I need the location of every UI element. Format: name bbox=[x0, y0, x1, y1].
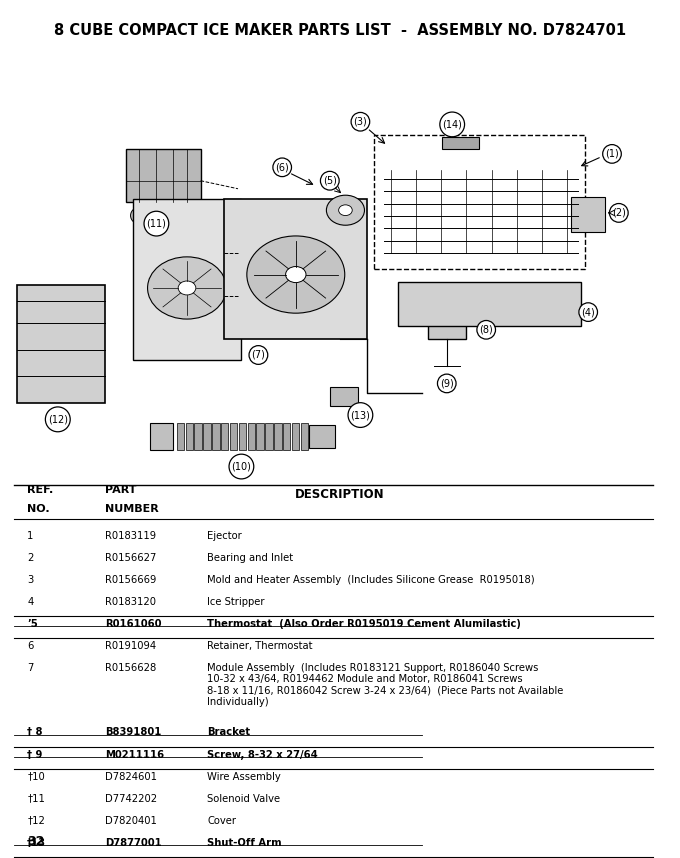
Text: 2: 2 bbox=[27, 553, 33, 563]
FancyBboxPatch shape bbox=[398, 281, 581, 325]
FancyBboxPatch shape bbox=[212, 423, 220, 450]
FancyBboxPatch shape bbox=[301, 423, 308, 450]
Text: (4): (4) bbox=[581, 307, 595, 317]
Text: (8): (8) bbox=[479, 325, 493, 335]
Text: M0211116: M0211116 bbox=[105, 750, 165, 759]
Text: † 9: † 9 bbox=[27, 750, 43, 759]
Text: R0156627: R0156627 bbox=[105, 553, 157, 563]
Text: R0183120: R0183120 bbox=[105, 596, 156, 607]
FancyBboxPatch shape bbox=[265, 423, 273, 450]
Text: 4: 4 bbox=[27, 596, 33, 607]
Text: Screw, 8-32 x 27/64: Screw, 8-32 x 27/64 bbox=[207, 750, 318, 759]
Text: Bearing and Inlet: Bearing and Inlet bbox=[207, 553, 294, 563]
Text: 3: 3 bbox=[27, 575, 33, 584]
Text: Retainer, Thermostat: Retainer, Thermostat bbox=[207, 641, 313, 650]
Text: (12): (12) bbox=[48, 414, 68, 425]
Text: (11): (11) bbox=[146, 219, 167, 228]
FancyBboxPatch shape bbox=[177, 423, 184, 450]
Text: 1: 1 bbox=[27, 530, 33, 541]
FancyBboxPatch shape bbox=[203, 423, 211, 450]
Text: (6): (6) bbox=[275, 162, 289, 172]
Text: Solenoid Valve: Solenoid Valve bbox=[207, 794, 281, 804]
Text: R0156669: R0156669 bbox=[105, 575, 157, 584]
Text: R0183119: R0183119 bbox=[105, 530, 156, 541]
FancyBboxPatch shape bbox=[428, 318, 466, 339]
Text: (7): (7) bbox=[252, 350, 265, 360]
Text: Thermostat  (Also Order R0195019 Cement Alumilastic): Thermostat (Also Order R0195019 Cement A… bbox=[207, 619, 522, 629]
FancyBboxPatch shape bbox=[133, 200, 241, 360]
FancyBboxPatch shape bbox=[186, 423, 193, 450]
Text: Ice Stripper: Ice Stripper bbox=[207, 596, 265, 607]
Text: REF.: REF. bbox=[27, 486, 54, 495]
Text: (9): (9) bbox=[440, 378, 454, 389]
Text: (5): (5) bbox=[323, 176, 337, 185]
Text: NO.: NO. bbox=[27, 504, 50, 514]
Text: D7824601: D7824601 bbox=[105, 771, 157, 782]
Text: (3): (3) bbox=[354, 117, 367, 127]
Circle shape bbox=[286, 267, 306, 282]
FancyBboxPatch shape bbox=[442, 136, 479, 148]
FancyBboxPatch shape bbox=[194, 423, 202, 450]
Text: D7820401: D7820401 bbox=[105, 816, 157, 825]
Text: ’5: ’5 bbox=[27, 619, 38, 629]
FancyBboxPatch shape bbox=[17, 286, 105, 403]
Text: †13: †13 bbox=[27, 837, 46, 848]
Circle shape bbox=[178, 281, 196, 295]
Circle shape bbox=[326, 196, 364, 226]
Text: R0161060: R0161060 bbox=[105, 619, 162, 629]
Text: 6: 6 bbox=[27, 641, 33, 650]
Circle shape bbox=[247, 236, 345, 313]
Text: (14): (14) bbox=[442, 119, 462, 130]
Text: Bracket: Bracket bbox=[207, 728, 250, 738]
Text: PART: PART bbox=[105, 486, 137, 495]
Text: DESCRIPTION: DESCRIPTION bbox=[295, 488, 385, 501]
FancyBboxPatch shape bbox=[571, 196, 605, 232]
Text: Ejector: Ejector bbox=[207, 530, 242, 541]
FancyBboxPatch shape bbox=[126, 148, 201, 202]
Circle shape bbox=[131, 206, 155, 226]
Text: NUMBER: NUMBER bbox=[105, 504, 159, 514]
Text: (1): (1) bbox=[605, 149, 619, 159]
Text: † 8: † 8 bbox=[27, 728, 43, 738]
Text: †10: †10 bbox=[27, 771, 45, 782]
Text: (2): (2) bbox=[612, 208, 626, 218]
Text: (10): (10) bbox=[231, 462, 252, 472]
Circle shape bbox=[339, 205, 352, 215]
Text: D7877001: D7877001 bbox=[105, 837, 162, 848]
FancyBboxPatch shape bbox=[230, 423, 237, 450]
Text: †12: †12 bbox=[27, 816, 45, 825]
FancyBboxPatch shape bbox=[224, 200, 367, 339]
Text: R0191094: R0191094 bbox=[105, 641, 156, 650]
FancyBboxPatch shape bbox=[239, 423, 246, 450]
FancyBboxPatch shape bbox=[309, 425, 335, 448]
Circle shape bbox=[148, 257, 226, 319]
Text: Mold and Heater Assembly  (Includes Silicone Grease  R0195018): Mold and Heater Assembly (Includes Silic… bbox=[207, 575, 535, 584]
Text: 7: 7 bbox=[27, 662, 33, 673]
FancyBboxPatch shape bbox=[150, 423, 173, 450]
FancyBboxPatch shape bbox=[292, 423, 299, 450]
Text: R0156628: R0156628 bbox=[105, 662, 156, 673]
Text: Shut-Off Arm: Shut-Off Arm bbox=[207, 837, 282, 848]
FancyBboxPatch shape bbox=[256, 423, 264, 450]
FancyBboxPatch shape bbox=[274, 423, 282, 450]
Text: 32: 32 bbox=[27, 836, 45, 849]
Text: 8 CUBE COMPACT ICE MAKER PARTS LIST  -  ASSEMBLY NO. D7824701: 8 CUBE COMPACT ICE MAKER PARTS LIST - AS… bbox=[54, 22, 626, 38]
Text: Cover: Cover bbox=[207, 816, 237, 825]
FancyBboxPatch shape bbox=[330, 387, 358, 406]
Text: Wire Assembly: Wire Assembly bbox=[207, 771, 281, 782]
Text: D7742202: D7742202 bbox=[105, 794, 158, 804]
Text: †11: †11 bbox=[27, 794, 45, 804]
FancyBboxPatch shape bbox=[221, 423, 228, 450]
Text: (13): (13) bbox=[350, 410, 371, 420]
Text: Module Assembly  (Includes R0183121 Support, R0186040 Screws
10-32 x 43/64, R019: Module Assembly (Includes R0183121 Suppo… bbox=[207, 662, 564, 708]
FancyBboxPatch shape bbox=[248, 423, 255, 450]
FancyBboxPatch shape bbox=[283, 423, 290, 450]
Text: B8391801: B8391801 bbox=[105, 728, 162, 738]
